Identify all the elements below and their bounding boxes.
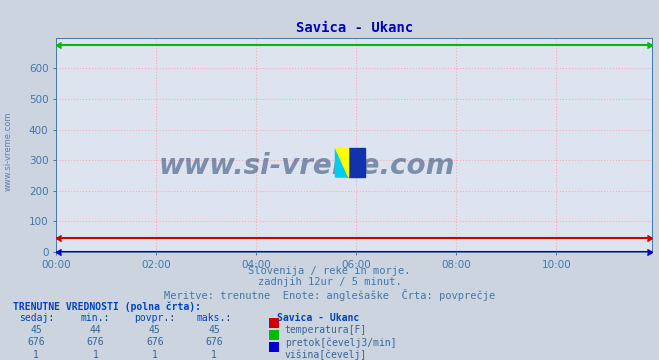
Text: TRENUTNE VREDNOSTI (polna črta):: TRENUTNE VREDNOSTI (polna črta): xyxy=(13,302,201,312)
Text: 676: 676 xyxy=(206,337,223,347)
Text: 1: 1 xyxy=(93,350,98,360)
Text: pretok[čevelj3/min]: pretok[čevelj3/min] xyxy=(285,337,396,348)
Text: 45: 45 xyxy=(149,325,161,335)
Text: zadnjih 12ur / 5 minut.: zadnjih 12ur / 5 minut. xyxy=(258,277,401,287)
Title: Savica - Ukanc: Savica - Ukanc xyxy=(296,21,413,35)
Text: 1: 1 xyxy=(212,350,217,360)
Text: 45: 45 xyxy=(208,325,220,335)
Text: 1: 1 xyxy=(152,350,158,360)
Text: min.:: min.: xyxy=(81,313,110,323)
Text: 676: 676 xyxy=(28,337,45,347)
Text: sedaj:: sedaj: xyxy=(18,313,54,323)
Text: 1: 1 xyxy=(34,350,39,360)
Text: povpr.:: povpr.: xyxy=(134,313,175,323)
Text: www.si-vreme.com: www.si-vreme.com xyxy=(3,112,13,191)
Text: 44: 44 xyxy=(90,325,101,335)
Text: Savica - Ukanc: Savica - Ukanc xyxy=(277,313,359,323)
Text: maks.:: maks.: xyxy=(196,313,232,323)
Text: Slovenija / reke in morje.: Slovenija / reke in morje. xyxy=(248,266,411,276)
Bar xyxy=(349,148,364,177)
Text: Meritve: trenutne  Enote: anglešaške  Črta: povprečje: Meritve: trenutne Enote: anglešaške Črta… xyxy=(164,289,495,301)
Text: višina[čevelj]: višina[čevelj] xyxy=(285,350,367,360)
Polygon shape xyxy=(335,148,349,177)
Text: temperatura[F]: temperatura[F] xyxy=(285,325,367,335)
Text: 45: 45 xyxy=(30,325,42,335)
Text: www.si-vreme.com: www.si-vreme.com xyxy=(158,152,455,180)
Text: 676: 676 xyxy=(87,337,104,347)
Polygon shape xyxy=(335,148,349,177)
Text: 676: 676 xyxy=(146,337,163,347)
